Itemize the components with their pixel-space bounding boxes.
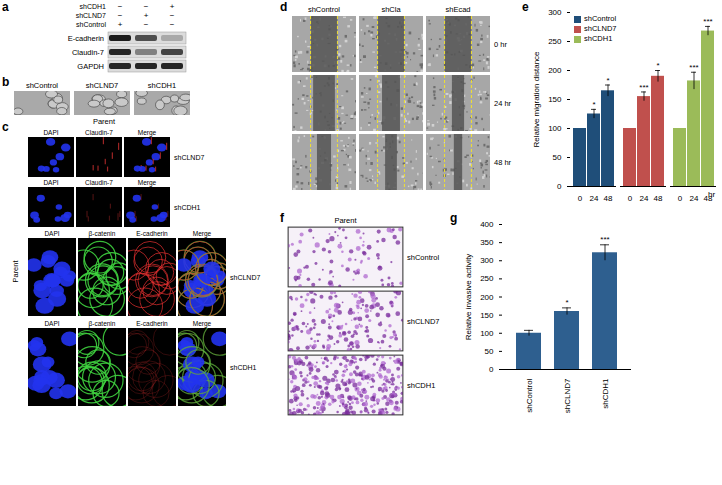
- html-text:shCDH1: shCDH1: [584, 34, 613, 43]
- svg-text:Merge: Merge: [193, 230, 212, 238]
- svg-text:200: 200: [480, 293, 494, 302]
- svg-text:shCDH1: shCDH1: [80, 3, 107, 10]
- svg-text:shCDH1: shCDH1: [148, 81, 176, 90]
- svg-text:β-catenin: β-catenin: [89, 320, 116, 328]
- svg-text:24 hr: 24 hr: [494, 99, 512, 108]
- svg-text:shCDH1: shCDH1: [407, 381, 435, 390]
- svg-text:50: 50: [485, 347, 494, 356]
- svg-text:300: 300: [480, 256, 494, 265]
- svg-text:***: ***: [703, 17, 712, 26]
- svg-text:shCLND7: shCLND7: [86, 81, 119, 90]
- svg-text:0: 0: [489, 365, 494, 374]
- svg-text:d: d: [280, 0, 287, 14]
- svg-text:−: −: [170, 11, 175, 20]
- svg-text:−: −: [118, 11, 123, 20]
- svg-text:shCla: shCla: [381, 5, 401, 14]
- svg-text:shControl: shControl: [308, 5, 340, 14]
- svg-text:β-catenin: β-catenin: [89, 230, 116, 238]
- svg-text:***: ***: [689, 63, 698, 72]
- svg-text:+: +: [118, 20, 123, 29]
- svg-text:b: b: [2, 75, 9, 89]
- svg-text:shControl: shControl: [26, 81, 58, 90]
- svg-text:shCLND7: shCLND7: [563, 378, 572, 413]
- svg-text:24: 24: [590, 194, 599, 203]
- svg-text:48 hr: 48 hr: [494, 158, 512, 167]
- svg-text:Merge: Merge: [138, 129, 157, 137]
- svg-text:DAPI: DAPI: [44, 230, 59, 237]
- html-text:hr: hr: [708, 190, 716, 199]
- svg-text:*: *: [606, 76, 609, 85]
- svg-text:Parent: Parent: [93, 117, 116, 126]
- svg-text:shCLND7: shCLND7: [76, 12, 106, 19]
- svg-text:48: 48: [654, 194, 663, 203]
- svg-text:250: 250: [480, 274, 494, 283]
- svg-text:*: *: [656, 61, 659, 70]
- svg-text:0: 0: [578, 194, 583, 203]
- svg-text:250: 250: [548, 37, 562, 46]
- svg-text:Claudin-7: Claudin-7: [72, 48, 104, 57]
- svg-text:400: 400: [480, 220, 494, 229]
- svg-text:DAPI: DAPI: [44, 320, 59, 327]
- svg-text:100: 100: [480, 329, 494, 338]
- svg-text:+: +: [144, 11, 149, 20]
- svg-text:50: 50: [553, 153, 562, 162]
- svg-text:−: −: [144, 2, 149, 11]
- svg-text:0: 0: [628, 194, 633, 203]
- svg-text:DAPI: DAPI: [43, 179, 58, 186]
- svg-text:24: 24: [690, 194, 699, 203]
- svg-text:shCDH1: shCDH1: [174, 204, 201, 211]
- svg-text:350: 350: [480, 238, 494, 247]
- svg-text:c: c: [2, 120, 9, 134]
- svg-text:E-cadherin: E-cadherin: [68, 34, 104, 43]
- svg-text:48: 48: [604, 194, 613, 203]
- svg-text:*: *: [592, 100, 595, 109]
- svg-text:−: −: [118, 2, 123, 11]
- svg-text:Merge: Merge: [138, 179, 157, 187]
- svg-text:E-cadherin: E-cadherin: [136, 230, 168, 237]
- svg-text:Relative migration distance: Relative migration distance: [532, 51, 541, 148]
- svg-text:Claudin-7: Claudin-7: [85, 179, 113, 186]
- svg-text:shControl: shControl: [407, 253, 439, 262]
- svg-text:***: ***: [600, 235, 609, 244]
- svg-text:shCLND7: shCLND7: [407, 317, 440, 326]
- svg-text:Parent: Parent: [334, 216, 357, 225]
- svg-text:***: ***: [639, 83, 648, 92]
- svg-text:−: −: [170, 20, 175, 29]
- svg-text:shControl: shControl: [525, 378, 534, 412]
- svg-text:shCLND7: shCLND7: [174, 154, 204, 161]
- svg-text:Merge: Merge: [193, 320, 212, 328]
- svg-text:shEcad: shEcad: [445, 5, 470, 14]
- svg-text:Claudin-7: Claudin-7: [85, 129, 113, 136]
- svg-text:−: −: [144, 20, 149, 29]
- svg-text:*: *: [565, 298, 568, 307]
- svg-text:Parent: Parent: [11, 260, 20, 283]
- svg-text:0 hr: 0 hr: [494, 40, 507, 49]
- svg-text:GAPDH: GAPDH: [77, 62, 104, 71]
- svg-text:0: 0: [557, 182, 562, 191]
- svg-text:g: g: [450, 211, 457, 225]
- svg-text:e: e: [522, 0, 529, 14]
- svg-text:100: 100: [548, 124, 562, 133]
- svg-text:Relative invasive activity: Relative invasive activity: [464, 254, 473, 341]
- svg-text:shControl: shControl: [76, 21, 106, 28]
- svg-text:150: 150: [480, 311, 494, 320]
- svg-text:E-cadherin: E-cadherin: [136, 320, 168, 327]
- svg-text:150: 150: [548, 95, 562, 104]
- svg-text:300: 300: [548, 8, 562, 17]
- svg-text:DAPI: DAPI: [43, 129, 58, 136]
- svg-text:200: 200: [548, 66, 562, 75]
- svg-text:shCLND7: shCLND7: [230, 274, 260, 281]
- svg-text:f: f: [280, 211, 285, 225]
- svg-text:0: 0: [678, 194, 683, 203]
- svg-text:a: a: [2, 0, 9, 14]
- svg-text:shCDH1: shCDH1: [230, 364, 257, 371]
- svg-text:+: +: [170, 2, 175, 11]
- svg-text:24: 24: [640, 194, 649, 203]
- svg-text:shCDH1: shCDH1: [601, 378, 610, 409]
- html-text:shCLND7: shCLND7: [584, 24, 617, 33]
- html-text:shControl: shControl: [584, 14, 617, 23]
